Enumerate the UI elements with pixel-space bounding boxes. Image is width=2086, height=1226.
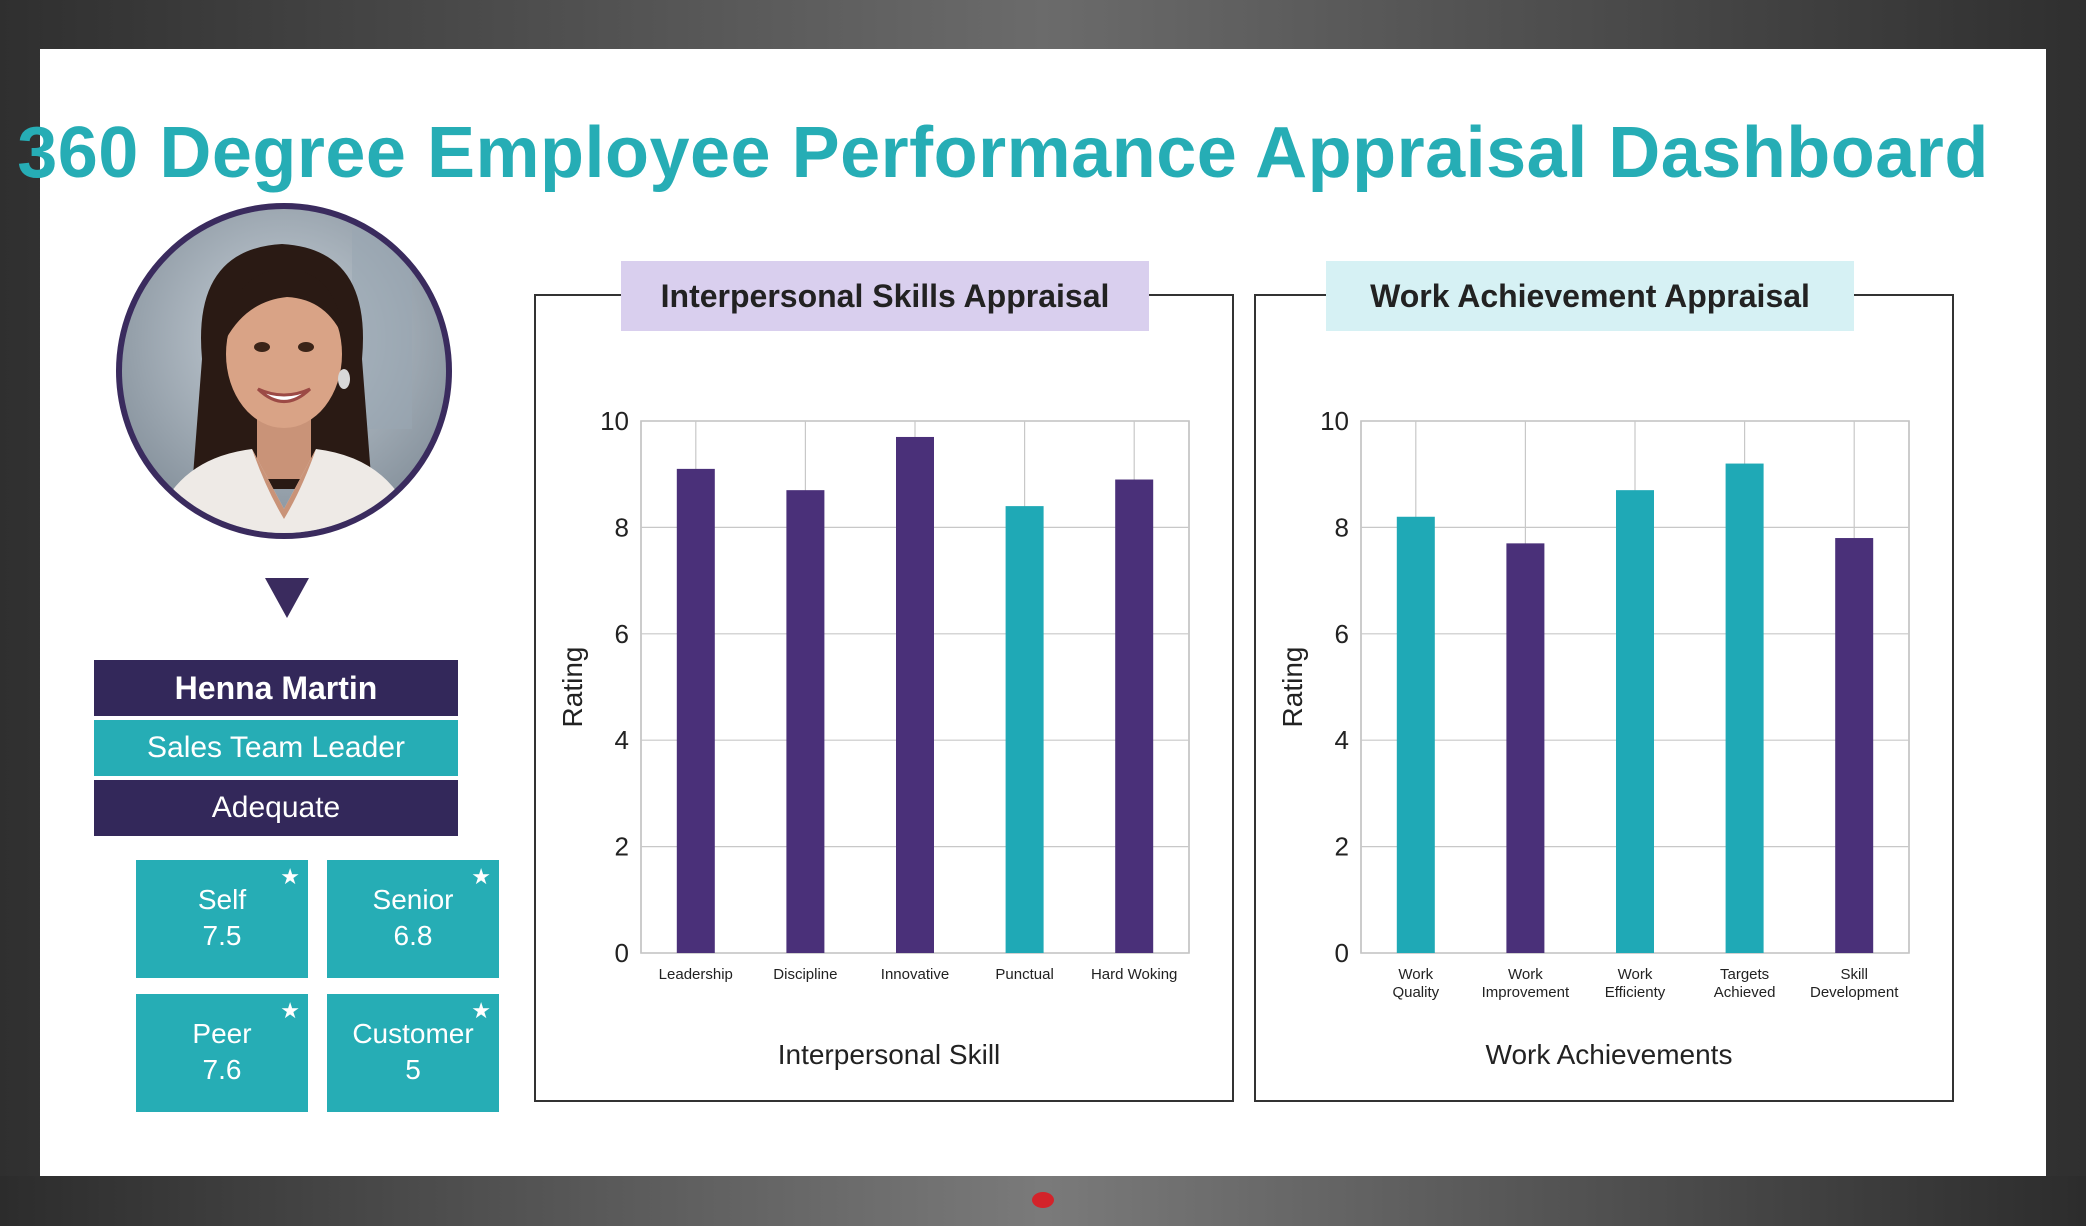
y-tick-label: 4: [615, 725, 629, 755]
score-value: 7.6: [202, 1054, 242, 1085]
score-tile-self: ★ Self 7.5: [136, 860, 308, 978]
x-tick-label: Discipline: [773, 966, 837, 983]
x-tick-label: Targets: [1720, 966, 1769, 983]
y-tick-label: 2: [615, 832, 629, 862]
photo-pointer: [265, 578, 309, 618]
interpersonal-bar-chart: 0 2 4 6 8 10 Leadership Discipline Innovative Pun…: [557, 406, 1190, 1070]
bar: [896, 436, 934, 953]
star-icon: ★: [471, 864, 491, 889]
score-value: 7.5: [202, 920, 242, 951]
x-tick-label: Hard Woking: [1091, 966, 1177, 983]
interpersonal-chart-panel: 0 2 4 6 8 10 Leadership Discipline Innovative Pun…: [534, 294, 1234, 1102]
work-achievement-bar-chart: 0246810WorkQualityWorkImprovementWorkEff…: [1277, 406, 1910, 1070]
y-axis-label: Rating: [557, 647, 588, 728]
bar: [1506, 543, 1545, 953]
employee-role: Sales Team Leader: [94, 720, 458, 776]
x-tick-label: Innovative: [881, 966, 949, 983]
employee-name: Henna Martin: [94, 660, 458, 716]
score-tile-customer: ★ Customer 5: [327, 994, 499, 1112]
score-value: 6.8: [393, 920, 433, 951]
avatar: [122, 209, 446, 533]
x-tick-label: Development: [1810, 984, 1899, 1001]
x-axis-label: Work Achievements: [1486, 1039, 1733, 1070]
employee-rating: Adequate: [94, 780, 458, 836]
x-tick-label: Work: [1508, 966, 1543, 983]
y-tick-label: 4: [1335, 725, 1349, 755]
bar: [1005, 506, 1044, 953]
star-icon: ★: [280, 864, 300, 889]
star-icon: ★: [280, 998, 300, 1023]
x-tick-label: Improvement: [1482, 984, 1570, 1001]
bar: [786, 490, 825, 953]
x-tick-label: Quality: [1392, 984, 1439, 1001]
score-label: Peer: [192, 1018, 252, 1049]
score-tile-peer: ★ Peer 7.6: [136, 994, 308, 1112]
star-icon: ★: [471, 998, 491, 1023]
bar: [1725, 463, 1764, 953]
score-tile-senior: ★ Senior 6.8: [327, 860, 499, 978]
y-axis-label: Rating: [1277, 647, 1308, 728]
bar: [1835, 538, 1874, 953]
bar: [1396, 516, 1435, 953]
x-tick-label: Efficienty: [1605, 984, 1666, 1001]
x-tick-label: Punctual: [995, 966, 1053, 983]
profile-photo: [116, 203, 452, 539]
work-achievement-chart-title: Work Achievement Appraisal: [1326, 261, 1854, 331]
y-tick-label: 0: [1335, 938, 1349, 968]
y-tick-label: 10: [1320, 406, 1349, 436]
score-label: Senior: [372, 884, 454, 915]
y-tick-label: 0: [615, 938, 629, 968]
bar: [1616, 490, 1654, 953]
power-indicator: [1032, 1192, 1054, 1208]
y-tick-label: 6: [615, 619, 629, 649]
y-tick-label: 6: [1335, 619, 1349, 649]
x-axis-label: Interpersonal Skill: [778, 1039, 1001, 1070]
x-tick-label: Work: [1618, 966, 1653, 983]
y-tick-label: 2: [1335, 832, 1349, 862]
y-tick-label: 10: [600, 406, 629, 436]
y-tick-label: 8: [1335, 512, 1349, 542]
bar: [676, 468, 715, 953]
score-label: Self: [197, 884, 247, 915]
bar: [1115, 479, 1154, 953]
work-achievement-chart-panel: 0 2 4 6 8 10 Work Quality Work Improvement Work Eff…: [1254, 294, 1954, 1102]
x-tick-label: Work: [1398, 966, 1433, 983]
score-label: Customer: [352, 1018, 474, 1049]
x-tick-label: Skill: [1840, 966, 1868, 983]
page-title: 360 Degree Employee Performance Appraisa…: [17, 113, 1989, 193]
interpersonal-chart-title: Interpersonal Skills Appraisal: [621, 261, 1149, 331]
y-tick-label: 8: [615, 512, 629, 542]
x-tick-label: Leadership: [659, 966, 733, 983]
x-tick-label: Achieved: [1714, 984, 1776, 1001]
score-value: 5: [405, 1054, 421, 1085]
